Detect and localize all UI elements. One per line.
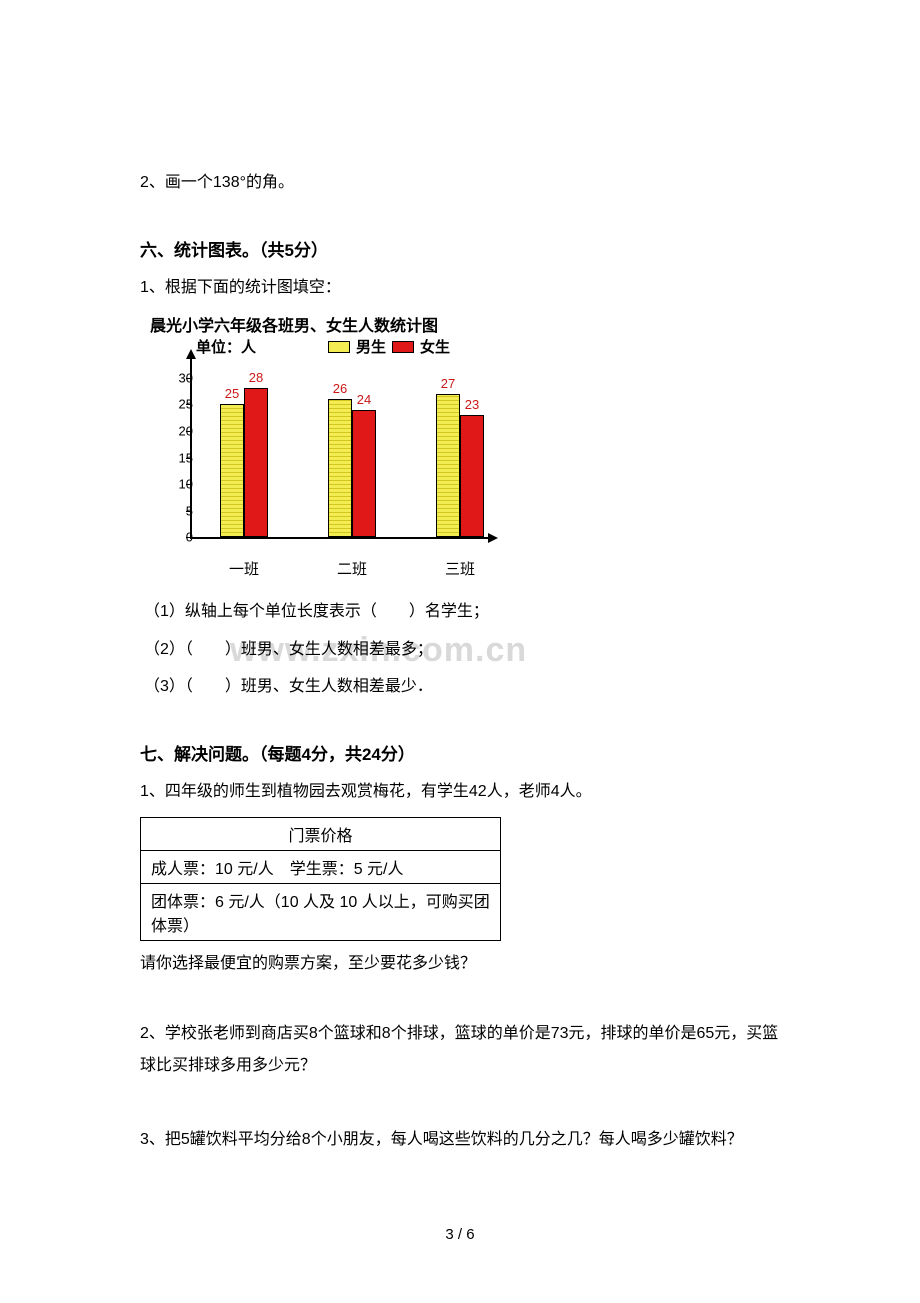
bar-value-label: 23	[465, 397, 479, 412]
x-category-label: 二班	[337, 558, 367, 579]
bar-girls	[352, 410, 376, 538]
section6-q1c: （3）（ ）班男、女生人数相差最少．	[140, 674, 780, 700]
section6-q1b: （2）（ ）班男、女生人数相差最多；	[140, 637, 780, 663]
section7-q1-after: 请你选择最便宜的购票方案，至少要花多少钱？	[140, 951, 780, 977]
chart-container: 晨光小学六年级各班男、女生人数统计图 单位：人 男生 女生 0510152025…	[140, 312, 780, 583]
bar-value-label: 24	[357, 392, 371, 407]
ticket-header-cell: 门票价格	[141, 817, 501, 850]
section6-heading: 六、统计图表。（共5分）	[140, 236, 780, 261]
bar-girls	[460, 415, 484, 537]
section6-q1a: （1）纵轴上每个单位长度表示（ ）名学生；	[140, 599, 780, 625]
legend-girls-label: 女生	[420, 336, 450, 357]
chart-title: 晨光小学六年级各班男、女生人数统计图	[150, 312, 780, 336]
bar-value-label: 26	[333, 381, 347, 396]
ticket-row2-cell: 团体票：6 元/人（10 人及 10 人以上，可购买团体票）	[141, 883, 501, 940]
bar-value-label: 28	[249, 370, 263, 385]
x-category-label: 一班	[229, 558, 259, 579]
bar-boys	[436, 394, 460, 537]
unit-label: 单位：人	[196, 336, 256, 357]
section7-q2: 2、学校张老师到商店买8个篮球和8个排球，篮球的单价是73元，排球的单价是65元…	[140, 1018, 780, 1082]
section7-q1-intro: 1、四年级的师生到植物园去观赏梅花，有学生42人，老师4人。	[140, 779, 780, 805]
section7-heading: 七、解决问题。（每题4分，共24分）	[140, 740, 780, 765]
legend-swatch-boys	[328, 341, 350, 353]
ticket-price-table: 门票价格 成人票：10 元/人 学生票：5 元/人 团体票：6 元/人（10 人…	[140, 817, 501, 941]
q2-draw-angle: 2、画一个138°的角。	[140, 170, 780, 196]
x-category-label: 三班	[445, 558, 475, 579]
ticket-row1-cell: 成人票：10 元/人 学生票：5 元/人	[141, 850, 501, 883]
chart-legend-row: 单位：人 男生 女生	[196, 336, 780, 357]
bar-boys	[220, 404, 244, 537]
bar-value-label: 27	[441, 376, 455, 391]
bar-boys	[328, 399, 352, 537]
legend-swatch-girls	[392, 341, 414, 353]
section6-q1-intro: 1、根据下面的统计图填空：	[140, 275, 780, 301]
section7-q3: 3、把5罐饮料平均分给8个小朋友，每人喝这些饮料的几分之几？每人喝多少罐饮料？	[140, 1124, 780, 1156]
bar-value-label: 25	[225, 386, 239, 401]
page-number: 3 / 6	[140, 1226, 780, 1243]
bar-girls	[244, 388, 268, 537]
chart-area: 0510152025302528一班2624二班2723三班	[150, 357, 490, 557]
legend-boys-label: 男生	[356, 336, 386, 357]
